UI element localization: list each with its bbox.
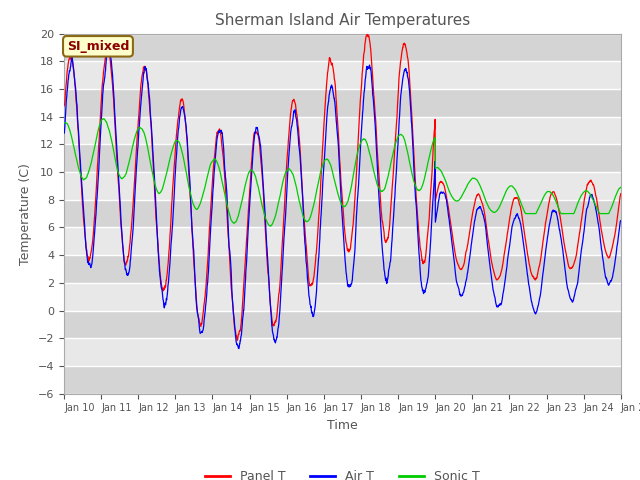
Bar — [64, 255, 621, 283]
Legend: Panel T, Air T, Sonic T: Panel T, Air T, Sonic T — [200, 465, 485, 480]
Bar — [64, 144, 621, 172]
Y-axis label: Temperature (C): Temperature (C) — [19, 163, 32, 264]
Bar — [64, 89, 621, 117]
Bar — [64, 200, 621, 228]
Bar — [64, 366, 621, 394]
Bar — [64, 311, 621, 338]
Text: SI_mixed: SI_mixed — [67, 40, 129, 53]
Bar — [64, 34, 621, 61]
Title: Sherman Island Air Temperatures: Sherman Island Air Temperatures — [215, 13, 470, 28]
X-axis label: Time: Time — [327, 419, 358, 432]
